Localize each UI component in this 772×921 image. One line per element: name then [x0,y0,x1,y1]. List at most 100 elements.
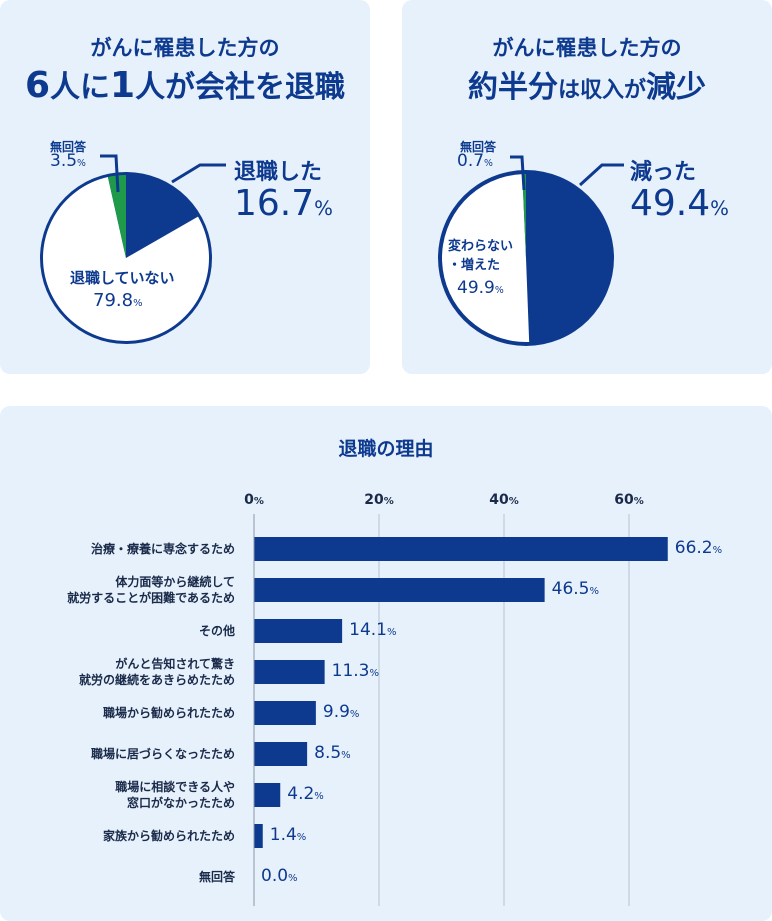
decreased-label: 減った [630,160,697,185]
title-text-half: 約半分 [467,70,558,105]
data-label-value: 4.2 [287,784,315,804]
data-label-value: 1.4 [269,825,297,845]
income-panel: がんに罹患した方の 約半分は収入が減少 無回答 0.7% 減った 49.4% 変… [402,0,772,374]
data-label-unit: % [386,627,397,638]
retired-label: 退職した [234,160,323,185]
bar-chart-title: 退職の理由 [338,438,434,460]
no-answer-leader-line [100,154,120,193]
x-tick-label: 20% [364,492,394,508]
data-label-value: 11.3 [331,661,370,681]
income-pie-chart [438,155,624,346]
bar [254,537,668,561]
retired-value-row: 16.7% [234,183,333,224]
no-answer-label: 無回答 [50,140,87,154]
data-label-unit: % [288,873,298,884]
not-retired-value-row: 79.8% [93,290,142,311]
data-label-value: 9.9 [322,702,350,722]
data-label-unit: % [314,791,324,802]
retired-value: 16.7 [234,183,315,224]
not-retired-label: 退職していない [70,269,175,287]
no-answer-value-row: 3.5% [50,151,86,171]
category-label: がんと告知されて驚き 就労の継続をあきらめたため [78,657,235,687]
data-label-value: 66.2 [674,538,713,558]
data-label-unit: % [349,709,360,720]
pie-slice-retired [126,174,199,258]
reasons-bar-chart [253,514,668,906]
percent-sign: % [484,158,493,169]
tick-value: 20 [364,492,384,508]
data-label-unit: % [712,545,723,556]
data-label: 0.0% [261,866,298,886]
title-number-1: 1 [110,65,136,106]
income-title-line2: 約半分は収入が減少 [402,62,772,106]
retirement-panel: がんに罹患した方の 6人に1人が会社を退職 無回答 3.5% 退職した 16.7… [0,0,370,374]
data-label-unit: % [341,750,351,761]
unchanged-label-line1: 変わらない [448,239,514,254]
data-label-value: 14.1 [349,620,387,640]
x-tick-label: 40% [489,492,519,508]
data-label: 66.2% [675,538,722,558]
tick-unit: % [508,496,519,507]
title-text-b: 人が会社を退職 [135,70,346,105]
no-answer-label: 無回答 [460,140,497,154]
percent-sign: % [133,298,143,309]
pie-slice-no-answer [107,175,126,258]
retirement-pie-chart [40,154,226,344]
pie-slice-not-retired [42,176,209,341]
decreased-value-row: 49.4% [630,183,729,224]
data-label-unit: % [589,586,599,597]
percent-sign: % [77,158,86,169]
income-title-line1: がんに罹患した方の [492,36,682,60]
not-retired-value: 79.8 [93,290,134,311]
x-tick-label: 0% [244,492,264,508]
retired-leader-line [171,163,226,184]
category-label: 職場に居づらくなったため [90,747,235,761]
category-label: 治療・療養に専念するため [90,542,235,556]
title-text-a: 人に [50,70,110,105]
bar [254,619,343,643]
no-answer-value-row: 0.7% [457,151,493,171]
decreased-value: 49.4 [630,183,711,224]
data-label: 1.4% [270,825,307,845]
data-label: 11.3% [332,661,379,681]
retirement-title-line1: がんに罹患した方の [90,36,280,60]
pie-slice-unchanged [442,174,530,342]
no-answer-leader-line [510,155,526,191]
category-label: 職場から勧められたため [102,706,235,720]
no-answer-value: 0.7 [457,151,485,171]
data-label-value: 0.0 [261,866,289,886]
no-answer-value: 3.5 [50,151,78,171]
unchanged-value: 49.9 [457,278,495,298]
title-number-6: 6 [24,65,50,106]
tick-value: 0 [244,492,254,508]
bar [254,701,316,725]
pie-slice-decreased [526,172,613,344]
data-label: 14.1% [349,620,396,640]
title-text-income: は収入が [557,78,646,103]
retirement-reasons-panel: 退職の理由 0% 20% 40% 60% 治療・療養に専念するため 体力面等から継続して… [0,406,772,921]
bar [254,742,308,766]
tick-unit: % [383,496,394,507]
data-label-value: 8.5 [314,743,342,763]
bar [254,783,281,807]
data-label: 8.5% [314,743,351,763]
data-label-unit: % [369,668,379,679]
percent-sign: % [710,197,729,220]
x-tick-label: 60% [614,492,644,508]
tick-unit: % [633,496,644,507]
percent-sign: % [494,285,504,296]
tick-value: 60 [614,492,634,508]
title-text-decrease: 減少 [646,70,706,105]
category-label: その他 [198,624,235,638]
bar [254,660,325,684]
category-label: 体力面等から継続して 就労することが困難であるため [67,575,235,605]
tick-value: 40 [489,492,509,508]
bar [254,578,545,602]
unchanged-label-line2: ・増えた [448,258,501,273]
decreased-leader-line [578,163,624,187]
data-label: 4.2% [287,784,324,804]
category-label: 職場に相談できる人や 窓口がなかったため [115,780,235,810]
tick-unit: % [253,496,264,507]
bar [254,824,263,848]
unchanged-value-row: 49.9% [457,278,504,298]
